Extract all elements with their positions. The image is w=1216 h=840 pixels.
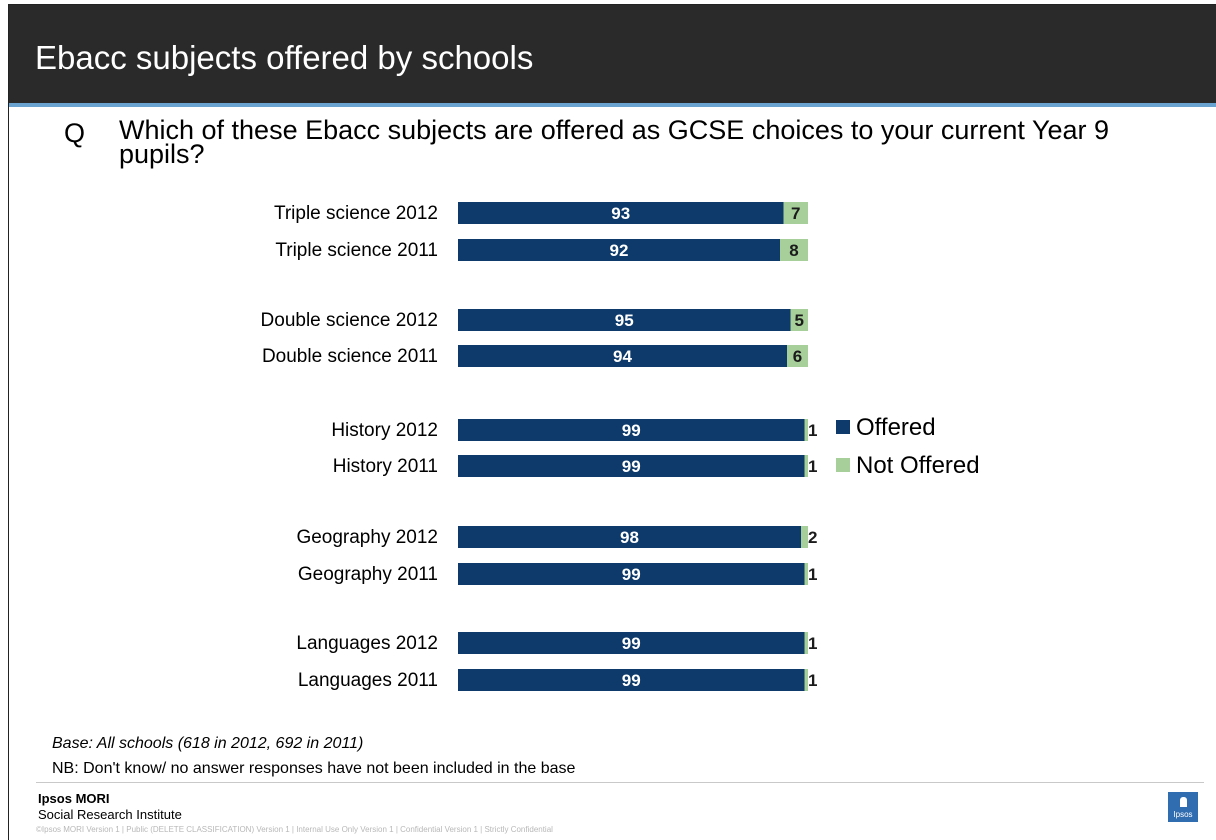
category-label: Triple science 2012 <box>274 203 438 224</box>
slide-header: Ebacc subjects offered by schools <box>9 5 1216 107</box>
category-label: Languages 2012 <box>296 633 438 654</box>
data-label-offered: 94 <box>613 347 632 366</box>
bar-offered <box>458 345 787 367</box>
bar-not-offered <box>780 239 808 261</box>
category-label: History 2012 <box>331 420 438 441</box>
bar-not-offered <box>804 563 808 585</box>
legend-label-not-offered: Not Offered <box>856 452 980 479</box>
data-label-offered: 98 <box>620 528 639 547</box>
data-label-not-offered: 1 <box>808 565 817 584</box>
bar-not-offered <box>804 632 808 654</box>
slide-frame <box>8 4 1216 840</box>
bar-not-offered <box>804 669 808 691</box>
category-label: Double science 2011 <box>262 346 438 367</box>
bar-offered <box>458 632 805 654</box>
classification-footer: ©Ipsos MORI Version 1 | Public (DELETE C… <box>36 825 553 834</box>
brand-subtitle: Social Research Institute <box>38 807 182 822</box>
bar-offered <box>458 239 780 261</box>
data-label-not-offered: 6 <box>793 347 802 366</box>
bar-not-offered <box>790 309 808 331</box>
category-label: Double science 2012 <box>261 310 438 331</box>
data-label-not-offered: 5 <box>795 311 804 330</box>
legend-swatch-not-offered <box>836 458 850 472</box>
bar-offered <box>458 309 791 331</box>
category-label: Languages 2011 <box>298 670 438 691</box>
bar-not-offered <box>804 455 808 477</box>
category-label: Geography 2011 <box>298 564 438 585</box>
category-label: History 2011 <box>333 456 438 477</box>
data-label-not-offered: 8 <box>789 241 798 260</box>
bar-not-offered <box>801 526 808 548</box>
ipsos-logo-text: Ipsos <box>1173 810 1193 819</box>
bar-not-offered <box>787 345 808 367</box>
slide-title: Ebacc subjects offered by schools <box>35 39 534 76</box>
data-label-offered: 99 <box>622 634 641 653</box>
legend-label-offered: Offered <box>856 414 936 441</box>
data-label-offered: 95 <box>615 311 634 330</box>
data-label-offered: 93 <box>611 204 630 223</box>
brand-name: Ipsos MORI <box>38 791 110 806</box>
data-label-offered: 99 <box>622 421 641 440</box>
bar-offered <box>458 526 801 548</box>
bar-offered <box>458 563 805 585</box>
legend-swatch-offered <box>836 420 850 434</box>
data-label-not-offered: 7 <box>791 204 800 223</box>
bar-offered <box>458 669 805 691</box>
question-text: Which of these Ebacc subjects are offere… <box>119 115 1110 169</box>
bar-not-offered <box>783 202 808 224</box>
bar-offered <box>458 202 784 224</box>
ipsos-logo: Ipsos <box>1168 792 1198 822</box>
data-label-offered: 99 <box>622 671 641 690</box>
data-label-not-offered: 2 <box>808 528 817 547</box>
data-label-offered: 99 <box>622 565 641 584</box>
data-label-offered: 99 <box>622 457 641 476</box>
data-label-not-offered: 1 <box>808 634 817 653</box>
bar-offered <box>458 419 805 441</box>
category-label: Geography 2012 <box>296 527 438 548</box>
data-label-offered: 92 <box>610 241 629 260</box>
footer-divider <box>36 782 1204 783</box>
nb-note: NB: Don't know/ no answer responses have… <box>52 760 576 777</box>
data-label-not-offered: 1 <box>808 421 817 440</box>
base-note: Base: All schools (618 in 2012, 692 in 2… <box>52 735 364 752</box>
data-label-not-offered: 1 <box>808 457 817 476</box>
category-label: Triple science 2011 <box>275 240 438 261</box>
bar-offered <box>458 455 805 477</box>
bar-not-offered <box>804 419 808 441</box>
stacked-bar-chart: Triple science 2012 93 7 Triple science 201… <box>261 202 980 691</box>
data-label-not-offered: 1 <box>808 671 817 690</box>
question-marker: Q <box>64 118 86 148</box>
